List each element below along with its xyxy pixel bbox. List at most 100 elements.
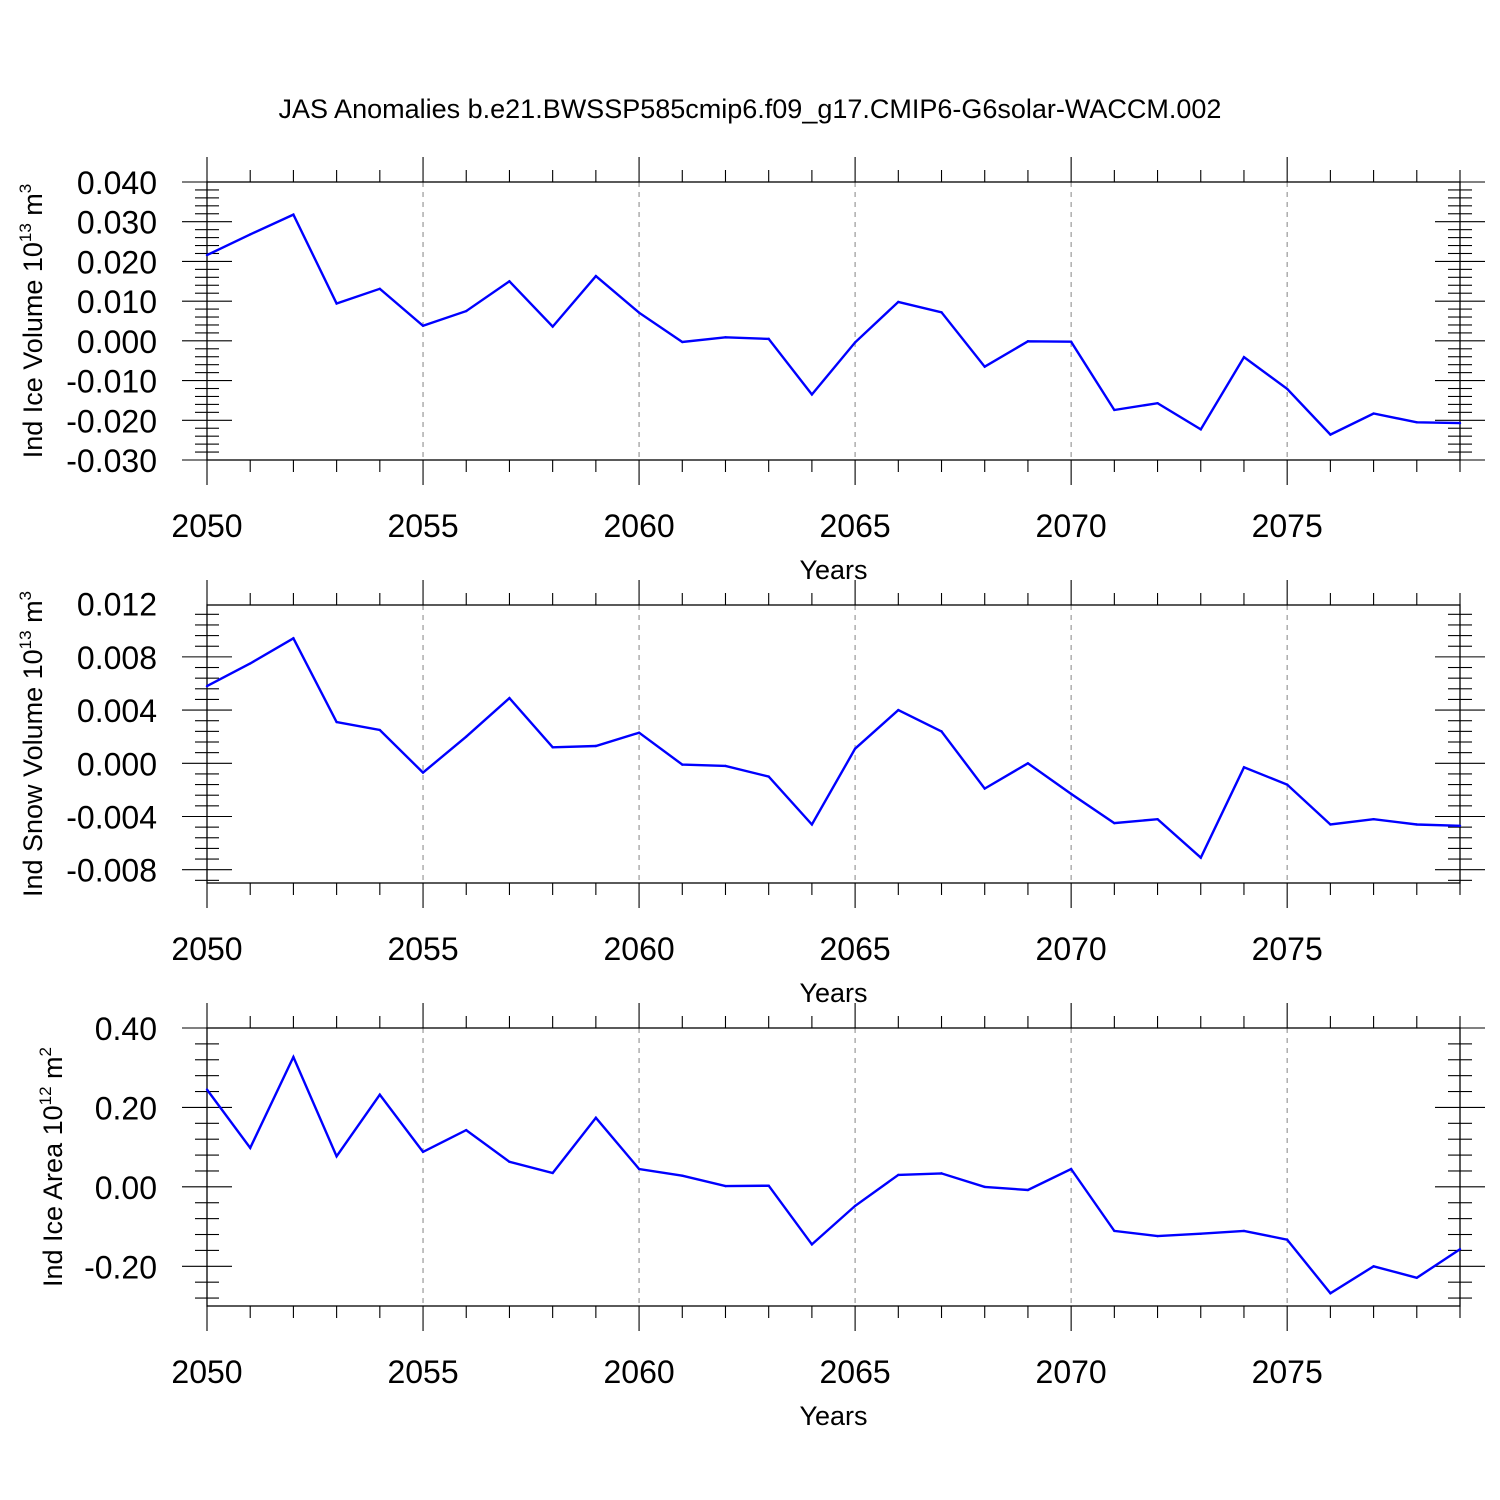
data-point [897,708,900,712]
data-point [940,730,943,733]
data-point [810,393,814,396]
x-tick-label: 2055 [387,1354,458,1390]
y-tick-label: 0.000 [77,324,157,360]
data-point [1156,817,1159,821]
data-point [508,696,511,700]
data-point [1156,1234,1159,1238]
x-tick-label: 2065 [820,1354,891,1390]
y-tick-label: 0.010 [77,284,157,320]
y-axis-label-unit: m [38,1056,68,1086]
data-point [1458,421,1462,425]
data-point [1415,1276,1418,1280]
y-axis-label: Ind Ice Volume 1013 m3 [16,184,48,459]
data-point [1458,1248,1462,1251]
plot-frame [206,181,1461,461]
series-line [206,213,1461,437]
y-axis-label-exponent: 13 [16,223,35,242]
x-tick-label: 2065 [820,508,891,544]
y-tick-label: 0.40 [95,1011,157,1047]
data-point [465,309,468,313]
y-axis-label-unit-exponent: 3 [16,591,35,600]
data-point [853,1204,857,1208]
data-point [1199,856,1202,859]
data-point [378,728,382,732]
y-tick-label: 0.008 [77,640,157,676]
x-tick-label: 2060 [603,1354,674,1390]
chart-panel-3: 0.40 0.20 0.00 -0.20 2050 2055 2060 2065 2070 207… [36,1003,1485,1431]
data-point [465,735,468,738]
data-point [335,720,338,724]
data-point [724,1184,727,1188]
data-point [1458,824,1462,828]
data-point [1156,402,1159,405]
data-point [767,775,770,778]
y-tick-label: -0.008 [66,853,157,889]
chart-panel-2: 0.012 0.008 0.004 0.000 -0.004 -0.008 2050 2055… [16,580,1485,1008]
x-tick-label: 2075 [1252,931,1323,967]
x-tick-label: 2060 [603,931,674,967]
data-point [1199,428,1202,431]
data-point [1069,1167,1073,1171]
series-line [206,1054,1461,1295]
data-point [249,233,252,236]
data-point [1372,1265,1375,1268]
data-point [292,1055,295,1059]
data-point [1329,1292,1332,1295]
data-point [594,744,598,748]
y-axis-label-text: Ind Ice Area 10 [38,1105,68,1287]
data-point [853,341,857,344]
y-axis-label-text: Ind Ice Volume 10 [18,242,48,458]
data-point [421,1150,425,1154]
data-point [767,1184,770,1187]
data-point [1242,1229,1246,1233]
data-point [853,747,857,750]
y-tick-label: 0.030 [77,205,157,241]
data-point [594,274,598,278]
data-point [292,213,295,216]
y-tick-label: 0.000 [77,746,157,782]
figure-title: JAS Anomalies b.e21.BWSSP585cmip6.f09_g1… [279,94,1222,124]
plot-frame [206,1027,1461,1307]
data-point [940,311,943,314]
data-point [1113,408,1116,412]
data-point [421,324,425,327]
y-axis-label-exponent: 13 [16,630,35,649]
series-line [206,636,1461,860]
data-point [292,637,295,640]
y-tick-label: -0.20 [84,1249,157,1285]
data-point [1415,823,1418,826]
data-point [378,287,382,291]
data-point [983,787,986,790]
x-axis-label: Years [799,555,867,585]
x-axis-label: Years [799,978,867,1008]
data-point [249,662,252,665]
data-point [767,337,770,341]
data-point [810,823,814,826]
data-point [1026,340,1030,343]
x-tick-label: 2055 [387,931,458,967]
data-point [205,684,209,688]
x-tick-label: 2075 [1252,508,1323,544]
y-tick-label: -0.020 [66,403,157,439]
x-tick-label: 2050 [171,1354,242,1390]
y-axis-label-text: Ind Snow Volume 10 [18,649,48,897]
x-tick-label: 2070 [1036,508,1107,544]
y-axis-label-unit: m [18,600,48,630]
data-point [1285,387,1289,391]
data-point [1372,412,1375,415]
x-tick-label: 2070 [1036,931,1107,967]
y-axis-label-unit-exponent: 2 [36,1047,55,1056]
x-tick-label: 2060 [603,508,674,544]
x-tick-label: 2070 [1036,1354,1107,1390]
x-axis-label: Years [799,1401,867,1431]
data-point [551,746,554,749]
data-point [1069,340,1073,343]
data-point [421,771,425,774]
y-axis-label-unit-exponent: 3 [16,184,35,193]
y-tick-label: 0.012 [77,587,157,623]
data-point [983,1185,986,1189]
data-point [637,1167,641,1171]
y-tick-label: -0.004 [66,799,157,835]
